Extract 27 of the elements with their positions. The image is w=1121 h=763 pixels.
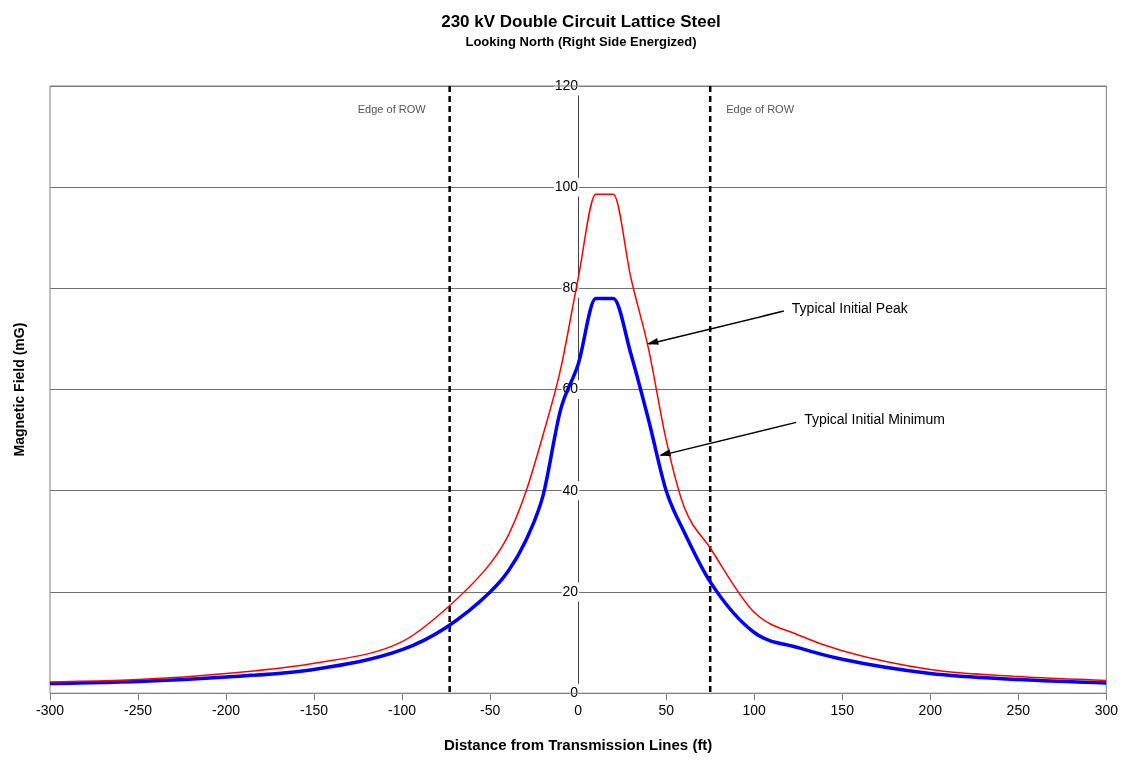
x-tick-label: 250 xyxy=(1006,702,1031,719)
annotation: Typical Initial Minimum xyxy=(804,411,945,428)
x-tick-label: -250 xyxy=(124,702,153,719)
y-tick-label: 100 xyxy=(554,178,579,195)
x-tick-label: -300 xyxy=(35,702,65,719)
y-tick-label: 120 xyxy=(554,76,579,93)
x-tick-label: -100 xyxy=(388,702,417,719)
y-axis-title: Magnetic Field (mG) xyxy=(10,322,27,457)
x-axis-title: Distance from Transmission Lines (ft) xyxy=(443,736,713,754)
ref-line-label: Edge of ROW xyxy=(726,103,795,116)
x-tick-label: -200 xyxy=(212,702,241,719)
ref-line-label: Edge of ROW xyxy=(357,103,427,116)
line-series xyxy=(50,296,1107,686)
x-tick-label: -50 xyxy=(480,702,501,719)
y-tick-label: 20 xyxy=(562,582,579,599)
line-series xyxy=(50,193,1107,683)
annotation: Typical Initial Peak xyxy=(791,299,909,316)
x-tick-label: 100 xyxy=(742,702,767,719)
chart-subtitle: Looking North (Right Side Energized) xyxy=(465,33,697,49)
x-tick-label: 50 xyxy=(658,702,675,719)
x-tick-label: -150 xyxy=(300,702,329,719)
y-tick-label: 40 xyxy=(562,481,579,498)
chart-title: 230 kV Double Circuit Lattice Steel xyxy=(441,11,721,31)
x-tick-label: 200 xyxy=(918,702,943,719)
x-tick-label: 150 xyxy=(830,702,855,719)
x-tick-label: 300 xyxy=(1094,702,1119,719)
y-tick-label: 0 xyxy=(570,684,579,701)
